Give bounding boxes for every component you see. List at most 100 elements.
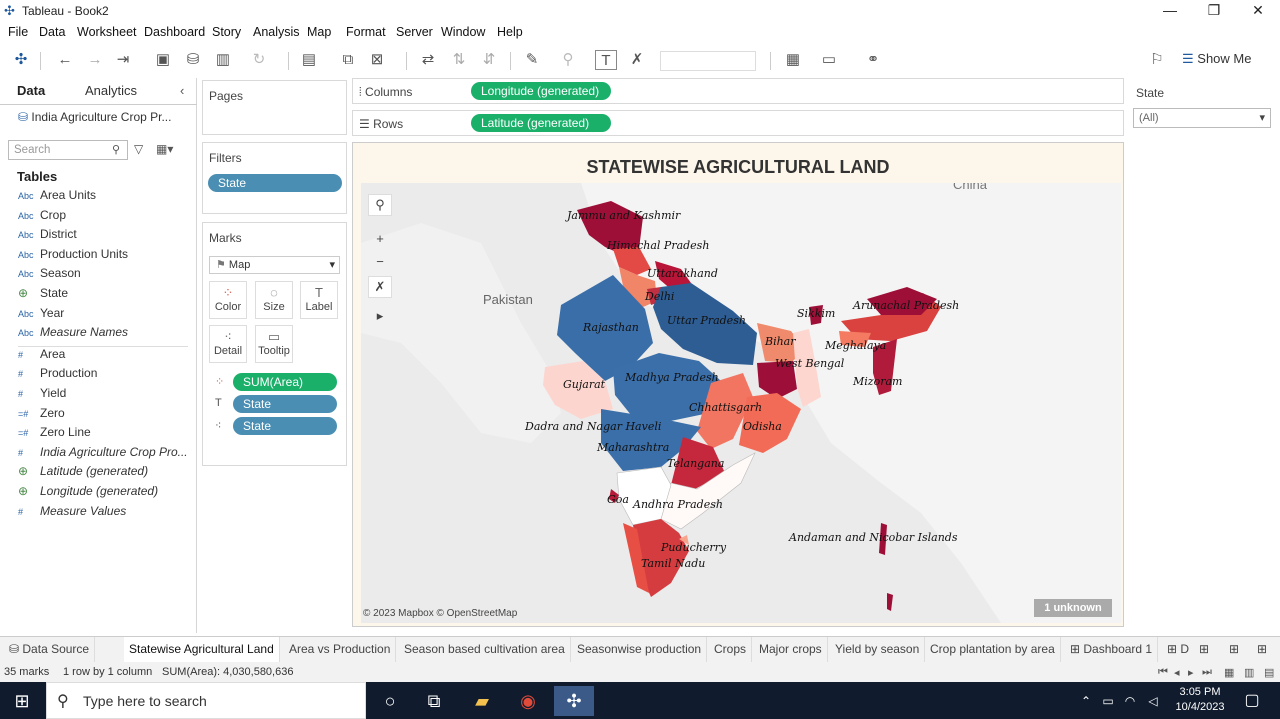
marks-pill-state-detail[interactable]: State — [233, 417, 337, 435]
state-andhra-pradesh[interactable] — [660, 452, 756, 530]
tabs-view-icon[interactable]: ▤ — [1264, 667, 1275, 679]
state-bihar[interactable] — [757, 323, 805, 363]
state-tamil-nadu[interactable] — [633, 519, 689, 597]
tab-major-crops[interactable]: Major crops — [754, 637, 828, 662]
reset-map-button[interactable]: ✗ — [368, 276, 392, 298]
taskbar-clock[interactable]: 3:05 PM 10/4/2023 — [1172, 685, 1228, 715]
notifications-icon[interactable]: ▢ — [1244, 692, 1260, 709]
wifi-icon[interactable]: ◠ — [1124, 694, 1136, 708]
field-item[interactable]: # India Agriculture Crop Pro... — [18, 445, 188, 464]
replay-icon[interactable]: ⇥ — [116, 51, 130, 68]
field-item[interactable]: ⊕ State — [18, 286, 68, 305]
field-item[interactable]: Abc Crop — [18, 208, 66, 227]
tab-d[interactable]: ⊞ D — [1162, 637, 1194, 662]
unknown-indicator[interactable]: 1 unknown — [1034, 599, 1112, 617]
tab-dashboard-1[interactable]: ⊞ Dashboard 1 — [1065, 637, 1159, 662]
columns-shelf[interactable]: ⦙ Columns Longitude (generated) — [352, 78, 1124, 104]
sort-ascending-icon[interactable]: ⇅ — [452, 51, 466, 68]
duplicate-sheet-icon[interactable]: ⧉ — [342, 51, 354, 68]
collapse-pane-icon[interactable]: ‹ — [180, 83, 185, 98]
tab-crop-plantation-by-area[interactable]: Crop plantation by area — [925, 637, 1061, 662]
fix-axes-icon[interactable]: ✗ — [630, 51, 644, 68]
field-item[interactable]: # Area — [18, 347, 65, 366]
new-datasource-icon[interactable]: ⛁ — [186, 51, 200, 68]
windows-start-icon[interactable]: ⊞ — [14, 691, 30, 711]
state-west-bengal[interactable] — [793, 329, 821, 407]
menu-analysis[interactable]: Analysis — [253, 25, 300, 39]
tab-yield-by-season[interactable]: Yield by season — [830, 637, 926, 662]
show-mark-labels-icon[interactable]: T — [595, 50, 617, 70]
undo-icon[interactable]: ← — [57, 51, 73, 68]
restore-button[interactable]: ❐ — [1207, 2, 1221, 18]
marks-pill-sum-area[interactable]: SUM(Area) — [233, 373, 337, 391]
field-item[interactable]: =# Zero Line — [18, 425, 91, 444]
minimize-button[interactable]: — — [1163, 2, 1177, 18]
india-map[interactable]: Pakistan China Jammu and Kashmir — [361, 183, 1121, 623]
state-sikkim[interactable] — [809, 305, 823, 325]
filters-card[interactable]: Filters State — [202, 142, 347, 214]
show-me-button[interactable]: ☰ Show Me — [1182, 51, 1251, 67]
field-item[interactable]: ⊕ Longitude (generated) — [18, 484, 158, 503]
new-worksheet-tab-button[interactable]: ⊞ — [1199, 642, 1210, 656]
tab-data[interactable]: Data — [17, 83, 46, 98]
field-item[interactable]: Abc Measure Names — [18, 325, 128, 344]
menu-dashboard[interactable]: Dashboard — [144, 25, 206, 39]
save-icon[interactable]: ▣ — [155, 51, 171, 68]
state-kerala[interactable] — [623, 523, 649, 593]
state-goa[interactable] — [609, 489, 619, 503]
state-andaman-nicobar[interactable] — [879, 523, 887, 555]
field-search-input[interactable]: Search — [8, 140, 128, 160]
new-story-tab-button[interactable]: ⊞ — [1257, 642, 1268, 656]
filter-fields-icon[interactable]: ▽ — [134, 142, 144, 156]
fit-dropdown[interactable] — [660, 51, 756, 71]
task-view-icon[interactable]: ⧉ — [427, 691, 441, 711]
last-sheet-icon[interactable]: ⏭ — [1202, 666, 1212, 678]
pages-card[interactable]: Pages — [202, 80, 347, 135]
volume-icon[interactable]: ◁ — [1148, 694, 1158, 708]
menu-worksheet[interactable]: Worksheet — [77, 25, 137, 39]
tab-seasonwise-production[interactable]: Seasonwise production — [572, 637, 708, 662]
menu-help[interactable]: Help — [497, 25, 523, 39]
menu-story[interactable]: Story — [212, 25, 242, 39]
map-toolbar-expand-button[interactable]: ▸ — [368, 306, 392, 328]
map-search-button[interactable]: ⚲ — [368, 194, 392, 216]
state-maharashtra[interactable] — [601, 409, 701, 471]
state-arunachal-pradesh[interactable] — [867, 287, 937, 315]
highlight-pin-icon[interactable]: ⚐ — [1150, 51, 1164, 68]
marks-detail-button[interactable]: ⁖ Detail — [209, 325, 247, 363]
view-options-icon[interactable]: ▦▾ — [156, 142, 174, 156]
menu-file[interactable]: File — [8, 25, 29, 39]
tab-analytics[interactable]: Analytics — [85, 83, 138, 98]
pause-updates-icon[interactable]: ▥ — [215, 51, 231, 68]
columns-pill-longitude[interactable]: Longitude (generated) — [471, 82, 611, 100]
state-uttarakhand[interactable] — [655, 261, 691, 291]
state-rajasthan[interactable] — [557, 275, 653, 381]
menu-format[interactable]: Format — [346, 25, 386, 39]
filmstrip-view-icon[interactable]: ▦ — [1224, 667, 1235, 679]
field-item[interactable]: # Yield — [18, 386, 66, 405]
refresh-icon[interactable]: ↻ — [252, 51, 266, 68]
state-puducherry[interactable] — [679, 535, 689, 545]
tray-chevron-icon[interactable]: ⌃ — [1080, 694, 1092, 708]
prev-sheet-icon[interactable]: ◂ — [1174, 667, 1180, 679]
state-madhya-pradesh[interactable] — [613, 353, 721, 423]
field-item[interactable]: =# Zero — [18, 406, 65, 425]
state-jharkhand[interactable] — [757, 361, 797, 399]
menu-window[interactable]: Window — [441, 25, 486, 39]
battery-icon[interactable]: ▭ — [1102, 694, 1114, 708]
field-item[interactable]: Abc Year — [18, 306, 64, 325]
new-worksheet-icon[interactable]: ▤ — [301, 51, 317, 68]
state-telangana[interactable] — [671, 437, 725, 489]
field-item[interactable]: ⊕ Latitude (generated) — [18, 464, 148, 483]
marks-label-button[interactable]: T Label — [300, 281, 338, 319]
data-source-item[interactable]: ⛁ India Agriculture Crop Pr... — [18, 110, 171, 124]
tableau-home-icon[interactable]: ✣ — [14, 51, 28, 68]
tab-statewise-agricultural-land[interactable]: Statewise Agricultural Land — [124, 637, 280, 662]
marks-pill-state-label[interactable]: State — [233, 395, 337, 413]
next-sheet-icon[interactable]: ▸ — [1188, 667, 1194, 679]
cortana-icon[interactable]: ○ — [384, 691, 396, 711]
state-mizoram-manipur[interactable] — [873, 339, 897, 395]
first-sheet-icon[interactable]: ⏮ — [1158, 666, 1168, 678]
field-item[interactable]: Abc District — [18, 227, 77, 246]
state-odisha[interactable] — [739, 393, 801, 453]
